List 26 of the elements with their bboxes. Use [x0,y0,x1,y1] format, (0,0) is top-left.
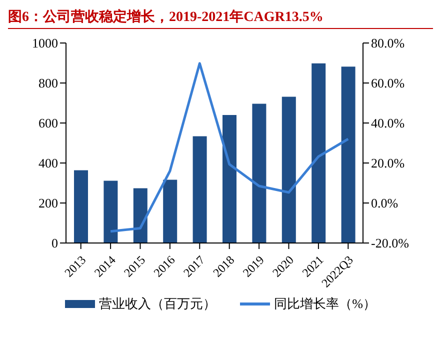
y2-tick-label: 60.0% [371,76,405,91]
y2-tick-label: 40.0% [371,116,405,131]
y-tick-label: 0 [52,236,58,251]
y-tick-label: 200 [38,196,58,211]
y2-tick-label: 0.0% [371,196,398,211]
bar [192,136,207,243]
y2-tick-label: -20.0% [371,236,410,251]
y-tick-label: 400 [38,156,58,171]
bar [341,66,356,243]
y2-tick-label: 80.0% [371,36,405,51]
y2-tick-label: 20.0% [371,156,405,171]
bar [74,170,88,243]
legend-label: 同比增长率（%） [273,295,376,313]
bar [163,180,178,243]
y-tick-label: 800 [38,76,58,91]
chart-title: 图6：公司营收稳定增长，2019-2021年CAGR13.5% [8,8,433,29]
bar [282,96,296,243]
bar [104,180,118,243]
bar [312,63,326,243]
y-tick-label: 1000 [32,36,58,51]
bar [252,104,266,243]
bar [133,188,148,243]
legend-label: 营业收入（百万元） [98,295,216,313]
bar [222,115,236,243]
y-tick-label: 600 [38,116,58,131]
line-series [109,62,350,233]
